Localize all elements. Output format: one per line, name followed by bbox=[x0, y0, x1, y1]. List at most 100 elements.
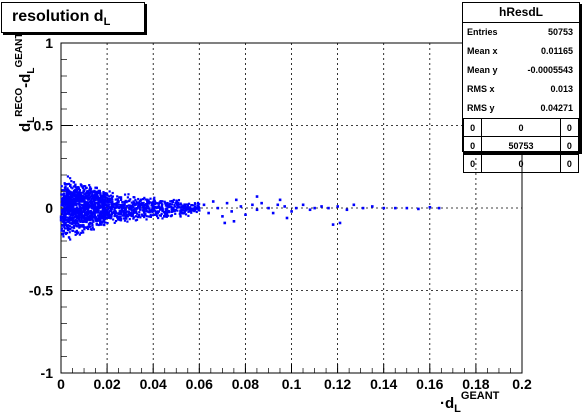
data-point bbox=[97, 201, 100, 204]
data-point bbox=[104, 214, 107, 217]
data-point bbox=[221, 215, 224, 218]
data-point bbox=[148, 209, 151, 212]
data-point bbox=[69, 183, 72, 186]
data-point bbox=[95, 186, 98, 190]
data-point bbox=[74, 223, 77, 226]
data-point bbox=[138, 207, 141, 210]
data-point bbox=[108, 199, 111, 202]
data-point bbox=[67, 182, 71, 186]
data-point bbox=[69, 205, 72, 208]
data-point bbox=[79, 216, 82, 219]
data-point bbox=[150, 209, 154, 212]
data-point bbox=[157, 204, 160, 208]
data-point bbox=[145, 218, 148, 221]
data-point bbox=[89, 204, 92, 207]
data-point bbox=[102, 220, 105, 223]
data-point bbox=[170, 214, 173, 217]
data-point bbox=[166, 203, 169, 206]
data-point bbox=[69, 238, 72, 241]
data-point bbox=[90, 197, 93, 200]
data-point bbox=[73, 215, 76, 219]
data-point bbox=[62, 219, 65, 222]
data-point bbox=[104, 217, 107, 220]
data-point bbox=[106, 213, 109, 216]
data-point bbox=[94, 202, 97, 205]
data-point bbox=[161, 217, 164, 220]
data-point bbox=[104, 192, 107, 195]
data-point bbox=[85, 212, 88, 215]
data-point bbox=[107, 197, 110, 200]
stats-key: RMS x bbox=[467, 84, 495, 94]
data-point bbox=[62, 204, 65, 207]
data-point bbox=[70, 192, 73, 195]
data-point bbox=[157, 216, 160, 220]
data-point bbox=[93, 214, 97, 217]
data-point bbox=[173, 203, 176, 207]
data-point bbox=[74, 230, 77, 234]
data-point bbox=[145, 209, 148, 212]
data-point bbox=[72, 204, 75, 207]
data-point bbox=[186, 203, 189, 206]
data-point bbox=[97, 203, 100, 207]
data-point bbox=[73, 212, 76, 216]
data-point bbox=[176, 206, 179, 209]
data-point bbox=[86, 217, 90, 220]
data-point bbox=[64, 213, 67, 217]
data-point bbox=[75, 220, 79, 223]
data-point bbox=[183, 207, 186, 210]
data-point bbox=[163, 215, 166, 218]
data-point bbox=[86, 195, 89, 199]
data-point bbox=[65, 188, 69, 191]
data-point bbox=[93, 191, 96, 194]
data-point bbox=[67, 207, 71, 210]
data-point bbox=[100, 206, 103, 209]
data-point bbox=[77, 231, 80, 234]
data-point bbox=[95, 222, 98, 226]
data-point bbox=[119, 203, 122, 207]
data-point bbox=[83, 188, 86, 191]
data-point bbox=[159, 208, 162, 211]
data-point bbox=[68, 216, 71, 219]
data-point bbox=[132, 211, 135, 214]
data-point bbox=[90, 203, 93, 206]
data-point bbox=[153, 207, 156, 210]
data-point bbox=[167, 209, 170, 213]
data-point bbox=[89, 187, 93, 190]
data-point bbox=[61, 197, 64, 200]
data-point bbox=[156, 211, 159, 214]
stats-value: 0.04271 bbox=[540, 103, 573, 113]
data-point bbox=[85, 216, 88, 220]
data-point bbox=[135, 218, 139, 221]
data-point bbox=[111, 195, 114, 198]
data-point bbox=[73, 221, 77, 224]
data-point bbox=[116, 216, 119, 219]
data-point bbox=[63, 205, 66, 208]
data-point bbox=[130, 211, 133, 214]
data-point bbox=[78, 204, 81, 207]
data-point bbox=[83, 198, 86, 201]
data-point bbox=[71, 194, 74, 197]
data-point bbox=[87, 210, 90, 213]
x-tick-label: 0 bbox=[57, 376, 65, 392]
data-point bbox=[89, 186, 92, 189]
data-point bbox=[86, 213, 90, 216]
data-point bbox=[244, 213, 247, 216]
data-point bbox=[80, 206, 83, 210]
data-point bbox=[90, 198, 93, 202]
data-point bbox=[65, 199, 68, 202]
data-point bbox=[108, 195, 111, 198]
data-point bbox=[117, 206, 120, 209]
data-point bbox=[73, 203, 76, 206]
data-point bbox=[130, 214, 133, 218]
data-point bbox=[102, 190, 105, 194]
data-point bbox=[109, 207, 112, 211]
data-point bbox=[100, 212, 103, 216]
data-point bbox=[98, 206, 101, 210]
data-point bbox=[124, 199, 127, 203]
data-point bbox=[106, 199, 109, 203]
data-point bbox=[78, 198, 82, 201]
data-point bbox=[183, 203, 186, 206]
data-point bbox=[182, 206, 185, 209]
data-point bbox=[116, 204, 119, 207]
data-point bbox=[66, 220, 69, 223]
